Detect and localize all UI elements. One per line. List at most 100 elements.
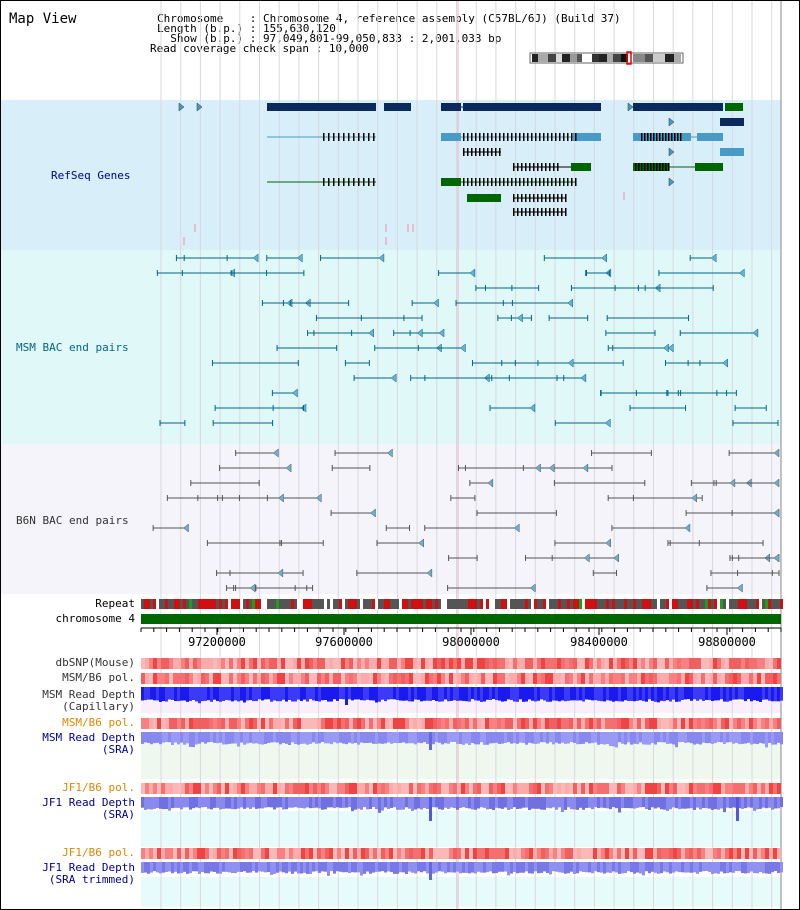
msm-pol2-track-label[interactable]: MSM/B6 pol. <box>62 716 135 729</box>
heat-cell <box>677 658 681 669</box>
depth-bar <box>519 862 522 873</box>
heat-cell <box>513 848 517 859</box>
heat-cell <box>141 783 145 794</box>
depth-bar <box>366 862 369 872</box>
depth-bar <box>657 797 660 808</box>
repeat-block <box>585 599 588 609</box>
heat-cell <box>565 673 569 684</box>
heat-cell <box>261 718 265 729</box>
depth-bar <box>318 862 321 873</box>
gene-exon <box>680 133 682 141</box>
heat-cell <box>681 673 685 684</box>
depth-bar <box>579 862 582 872</box>
heat-cell <box>277 783 281 794</box>
heat-cell <box>617 718 621 729</box>
heat-cell <box>149 848 153 859</box>
depth-bar <box>336 732 339 744</box>
depth-bar <box>729 797 732 809</box>
heat-cell <box>769 718 773 729</box>
heat-cell <box>637 718 641 729</box>
depth-bar <box>168 797 171 811</box>
heat-cell <box>365 718 369 729</box>
heat-cell <box>625 848 629 859</box>
jf1-pol1-track-label[interactable]: JF1/B6 pol. <box>62 781 135 794</box>
repeat-block <box>195 599 198 609</box>
heat-cell <box>209 673 213 684</box>
heat-cell <box>745 658 749 669</box>
msm-cap-background <box>141 701 781 713</box>
heat-cell <box>641 783 645 794</box>
depth-bar <box>426 862 429 874</box>
repeat-block <box>477 599 480 609</box>
msm-bac-track-label[interactable]: MSM BAC end pairs <box>16 341 129 354</box>
heat-cell <box>773 673 777 684</box>
repeat-block <box>717 599 720 609</box>
b6n-bac-track-label[interactable]: B6N BAC end pairs <box>16 514 129 527</box>
heat-cell <box>565 783 569 794</box>
chromosome-bar <box>141 614 781 624</box>
heat-cell <box>709 718 713 729</box>
jf1-sra-depth-track-label[interactable]: JF1 Read Depth (SRA) <box>1 797 135 821</box>
heat-cell <box>737 673 741 684</box>
depth-bar <box>765 687 768 700</box>
depth-bar <box>462 862 465 873</box>
depth-bar <box>327 797 330 808</box>
repeat-block <box>408 599 411 609</box>
heat-cell <box>217 848 221 859</box>
heat-cell <box>777 848 781 859</box>
repeat-block <box>207 599 210 609</box>
gene-exon <box>644 133 646 141</box>
gene-exon <box>328 133 330 141</box>
heat-cell <box>525 718 529 729</box>
depth-bar <box>780 862 783 873</box>
depth-bar <box>285 862 288 874</box>
heat-cell <box>701 673 705 684</box>
depth-bar <box>711 797 714 810</box>
msm-pol1-track-label[interactable]: MSM/B6 pol. <box>62 671 135 684</box>
dbsnp-track-label[interactable]: dbSNP(Mouse) <box>55 656 135 669</box>
heat-cell <box>697 848 701 859</box>
heat-cell <box>733 783 737 794</box>
depth-bar <box>465 687 468 702</box>
depth-bar <box>759 862 762 873</box>
jf1-pol2-track-label[interactable]: JF1/B6 pol. <box>62 846 135 859</box>
repeat-block <box>354 599 357 609</box>
heat-cell <box>265 658 269 669</box>
refseq-track-label[interactable]: RefSeq Genes <box>51 169 131 182</box>
heat-cell <box>429 848 433 859</box>
heat-cell <box>765 718 769 729</box>
gene-exon <box>537 208 539 216</box>
heat-cell <box>633 848 637 859</box>
heat-cell <box>217 673 221 684</box>
heat-cell <box>645 658 649 669</box>
depth-bar <box>219 732 222 743</box>
heat-cell <box>549 718 553 729</box>
repeat-block <box>495 599 498 609</box>
depth-bar <box>255 687 258 702</box>
ideogram-band <box>562 54 570 62</box>
heat-cell <box>529 718 533 729</box>
depth-bar <box>207 797 210 809</box>
msm-sra-depth-track-label[interactable]: MSM Read Depth (SRA) <box>1 732 135 756</box>
depth-bar <box>369 687 372 701</box>
depth-bar <box>276 862 279 873</box>
heat-cell <box>305 658 309 669</box>
heat-cell <box>313 658 317 669</box>
depth-bar <box>216 687 219 702</box>
depth-bar <box>180 862 183 874</box>
jf1-trim-depth-track-label[interactable]: JF1 Read Depth (SRA trimmed) <box>1 862 135 886</box>
depth-bar <box>393 687 396 700</box>
heat-cell <box>445 848 449 859</box>
heat-cell <box>561 658 565 669</box>
msm-cap-depth-track-label[interactable]: MSM Read Depth (Capillary) <box>1 689 135 713</box>
depth-bar <box>429 797 432 821</box>
depth-bar <box>306 732 309 745</box>
depth-bar <box>246 862 249 873</box>
depth-bar <box>588 732 591 744</box>
msm-bac-pair-arrow <box>710 253 717 263</box>
depth-bar <box>213 797 216 808</box>
depth-bar <box>210 732 213 743</box>
depth-bar <box>720 862 723 872</box>
heat-cell <box>365 783 369 794</box>
